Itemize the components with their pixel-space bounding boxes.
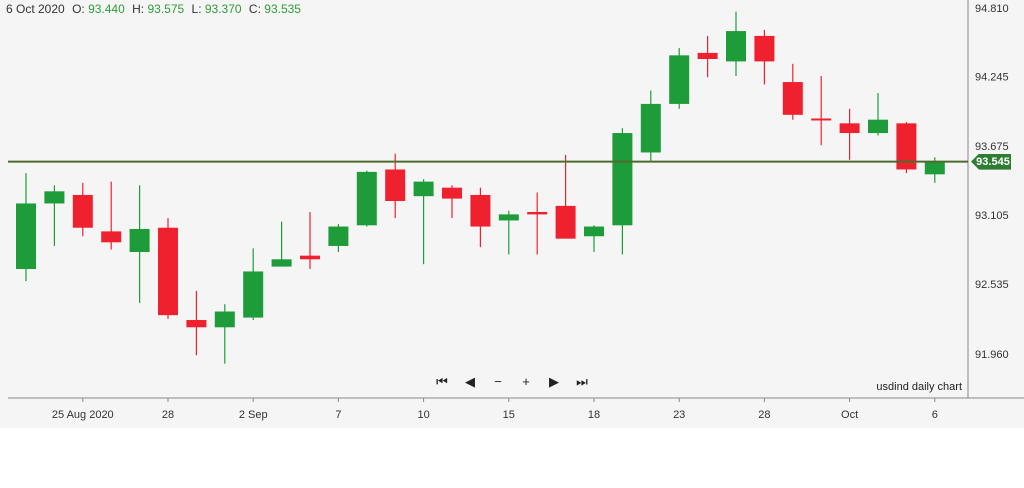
go-last-icon[interactable]: ⏭	[576, 374, 588, 389]
candle-body	[328, 226, 349, 246]
x-tick-label: 18	[588, 409, 600, 421]
candle-body	[214, 311, 235, 328]
chart-navigation: ⏮ ◀ − + ▶ ⏭	[428, 371, 596, 393]
candle-body	[896, 123, 917, 170]
high-label: H:	[132, 2, 145, 16]
low-label: L:	[191, 2, 202, 16]
candle-body	[101, 231, 122, 243]
candle-body	[811, 118, 832, 121]
candle-body	[839, 123, 860, 134]
candle-body	[158, 227, 178, 316]
candle-body	[754, 35, 775, 62]
ohlc-readout: 6 Oct 2020 O: 93.440 H: 93.575 L: 93.370…	[6, 2, 301, 16]
open-label: O:	[72, 2, 85, 16]
chart-caption: usdind daily chart	[876, 381, 962, 393]
x-tick-label: 23	[673, 409, 685, 421]
x-tick-label: 15	[503, 409, 515, 421]
candle-body	[129, 228, 150, 253]
candle-body	[442, 187, 462, 199]
candle-body	[16, 203, 36, 270]
x-tick-label: 2 Sep	[239, 409, 268, 421]
candle-body	[868, 119, 888, 134]
candle-body	[271, 259, 292, 267]
open-value: 93.440	[88, 2, 125, 16]
candle-body	[186, 320, 207, 328]
go-first-icon[interactable]: ⏮	[436, 374, 448, 389]
candle-body	[924, 162, 945, 175]
candle-body	[72, 194, 93, 228]
chart-area[interactable]: 94.810 94.245 93.675 93.105 92.535 91.960 25 A…	[0, 0, 1024, 428]
candle-body	[527, 211, 548, 215]
candle-body	[726, 31, 746, 62]
candle-body	[413, 181, 434, 197]
candle-body	[243, 271, 264, 318]
candle-body	[44, 191, 65, 204]
x-tick-label: 28	[162, 409, 174, 421]
low-value: 93.370	[204, 2, 242, 16]
date-label: 6 Oct 2020	[6, 2, 65, 16]
candle-body	[584, 226, 604, 237]
candle-body	[697, 52, 718, 59]
last-price-tag: 93.545	[971, 153, 1011, 170]
candle-body	[470, 194, 491, 227]
candle-body	[612, 133, 633, 226]
y-tick-label: 92.535	[975, 279, 1009, 291]
candle-body	[782, 82, 803, 115]
zoom-out-icon[interactable]: −	[494, 374, 502, 389]
x-tick-label: 28	[758, 409, 770, 421]
candle-body	[669, 55, 690, 104]
candle-body	[640, 103, 661, 153]
close-value: 93.535	[264, 2, 301, 16]
x-tick-label: 25 Aug 2020	[52, 409, 114, 421]
candlestick-chart[interactable]: 94.810 94.245 93.675 93.105 92.535 91.960 25 A…	[0, 0, 1024, 428]
x-tick-label: 6	[932, 409, 938, 421]
y-tick-label: 94.810	[975, 3, 1009, 15]
candle-body	[300, 255, 320, 260]
x-tick-label: 7	[335, 409, 341, 421]
candle-body	[498, 214, 519, 221]
zoom-in-icon[interactable]: +	[522, 374, 530, 389]
high-value: 93.575	[147, 2, 185, 16]
x-tick-label: Oct	[841, 409, 858, 421]
y-tick-label: 93.675	[975, 141, 1009, 153]
close-label: C:	[248, 2, 261, 16]
x-tick-label: 10	[417, 409, 429, 421]
scroll-left-icon[interactable]: ◀	[465, 374, 475, 389]
y-tick-label: 94.245	[975, 72, 1009, 84]
candle-body	[555, 205, 576, 239]
candle-body	[356, 171, 377, 226]
scroll-right-icon[interactable]: ▶	[549, 374, 559, 389]
y-tick-label: 91.960	[975, 349, 1009, 361]
candle-body	[385, 169, 406, 202]
y-tick-label: 93.105	[975, 210, 1009, 222]
